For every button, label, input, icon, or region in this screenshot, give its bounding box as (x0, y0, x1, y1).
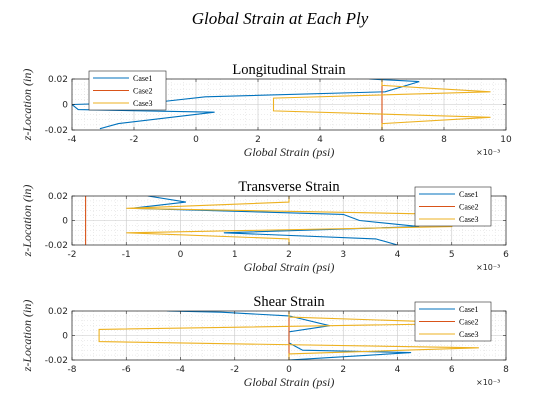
y-tick-label: 0 (62, 101, 68, 111)
series-group (98, 311, 479, 360)
subplot-title: Transverse Strain (238, 179, 340, 195)
subplot-title: Shear Strain (253, 294, 325, 310)
x-tick-label: 4 (395, 365, 401, 375)
y-axis-label: z-Location (in) (20, 300, 34, 373)
legend-label: Case2 (459, 318, 479, 327)
chart-panel-2: -2 -1 0 1 2 3 4 5 6 -0.02 0 0.02 ×10⁻³ Transverse Str… (20, 179, 509, 274)
y-tick-label: -0.02 (45, 356, 68, 366)
legend-label: Case3 (459, 330, 479, 339)
x-tick-label: 10 (500, 135, 512, 145)
legend-label: Case2 (459, 203, 479, 212)
x-tick-label: -4 (176, 365, 185, 375)
x-exponent-label: ×10⁻³ (476, 148, 500, 157)
x-exponent-label: ×10⁻³ (476, 378, 500, 387)
legend-label: Case3 (133, 99, 153, 108)
y-tick-label: 0.02 (48, 307, 68, 317)
x-tick-label: 6 (379, 135, 385, 145)
x-tick-label: 2 (255, 135, 261, 145)
y-tick-label: 0.02 (48, 192, 68, 202)
chart-panel-1: -4 -2 0 2 4 6 8 10 -0.02 0 0.02 ×10⁻³ Longitudinal S… (20, 62, 512, 159)
x-axis-label: Global Strain (psi) (244, 145, 335, 159)
x-tick-label: 6 (503, 250, 509, 260)
x-tick-label: 4 (317, 135, 323, 145)
x-tick-label: 2 (340, 365, 346, 375)
x-tick-label: 1 (232, 250, 238, 260)
x-tick-label: 6 (449, 365, 455, 375)
legend: Case1 Case2 Case3 (414, 301, 492, 342)
x-tick-label: -8 (68, 365, 77, 375)
legend-label: Case1 (133, 74, 153, 83)
x-tick-label: 4 (395, 250, 401, 260)
x-tick-label: -2 (130, 135, 139, 145)
x-axis-label: Global Strain (psi) (244, 260, 335, 274)
x-tick-label: 0 (193, 135, 199, 145)
series-line-case3 (272, 79, 491, 130)
x-tick-label: -4 (68, 135, 77, 145)
x-tick-label: 8 (503, 365, 509, 375)
legend: Case1 Case2 Case3 (88, 70, 167, 111)
x-tick-label: -2 (68, 250, 77, 260)
y-tick-label: 0 (62, 217, 68, 227)
series-line-case3 (98, 311, 479, 360)
legend-label: Case1 (459, 190, 479, 199)
y-tick-label: 0.02 (48, 75, 68, 85)
x-tick-label: 2 (286, 250, 292, 260)
subplot-title: Longitudinal Strain (232, 62, 346, 78)
x-tick-label: 0 (286, 365, 292, 375)
legend-label: Case2 (133, 87, 153, 96)
legend-label: Case3 (459, 215, 479, 224)
x-axis-label: Global Strain (psi) (244, 375, 335, 389)
chart-panel-3: -8 -6 -4 -2 0 2 4 6 8 -0.02 0 0.02 ×10⁻³ Shear Strain… (20, 294, 509, 389)
x-tick-label: -1 (122, 250, 131, 260)
y-axis-label: z-Location (in) (20, 185, 34, 258)
legend: Case1 Case2 Case3 (414, 186, 492, 227)
y-tick-label: -0.02 (45, 241, 68, 251)
x-tick-label: 5 (449, 250, 455, 260)
x-tick-label: 8 (441, 135, 447, 145)
y-tick-label: -0.02 (45, 126, 68, 136)
x-exponent-label: ×10⁻³ (476, 263, 500, 272)
legend-label: Case1 (459, 305, 479, 314)
y-tick-label: 0 (62, 332, 68, 342)
x-tick-label: -2 (230, 365, 239, 375)
x-tick-label: 3 (340, 250, 346, 260)
x-tick-label: -6 (122, 365, 131, 375)
figure-title: Global Strain at Each Ply (192, 9, 369, 28)
series-line-case1 (131, 196, 420, 245)
y-axis-label: z-Location (in) (20, 69, 34, 142)
x-tick-label: 0 (178, 250, 184, 260)
